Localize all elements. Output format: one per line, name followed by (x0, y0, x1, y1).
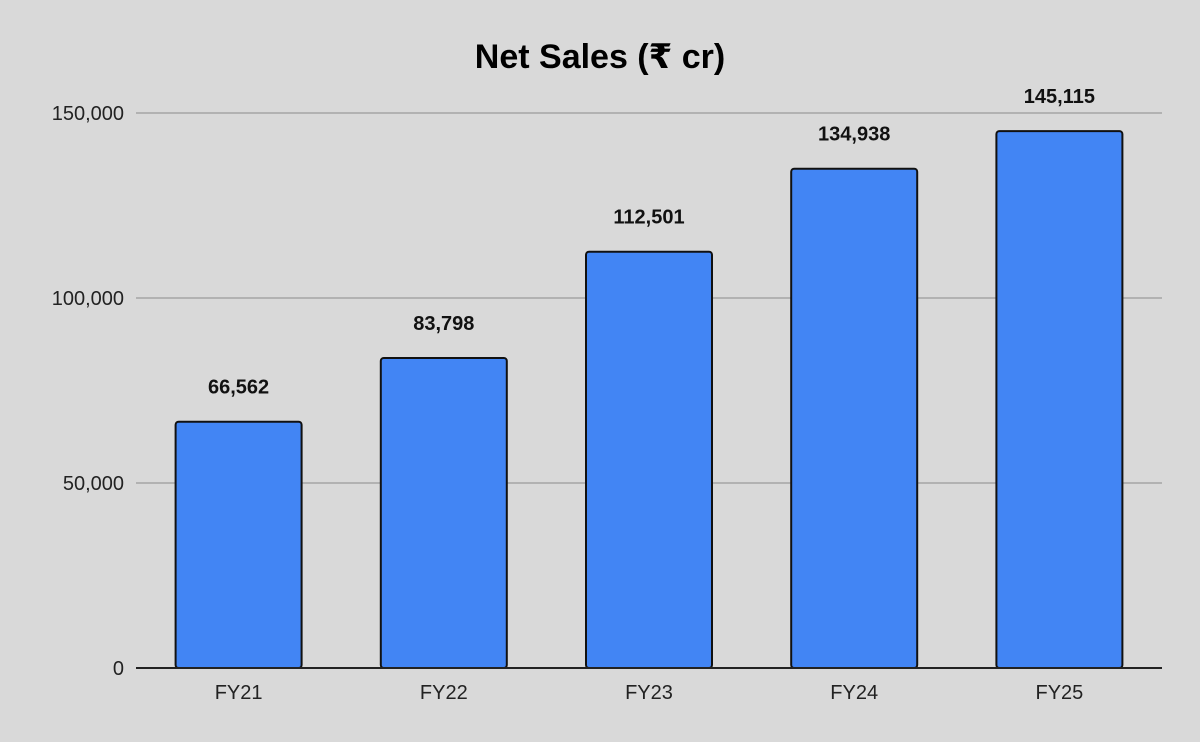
data-label-fy25: 145,115 (1024, 86, 1095, 108)
bar-fy25 (995, 130, 1124, 669)
x-tick-label: FY21 (215, 682, 263, 704)
data-label-fy21: 66,562 (208, 377, 269, 399)
x-tick-label: FY23 (625, 682, 673, 704)
bar-fy21 (174, 420, 303, 670)
y-tick-label: 100,000 (52, 288, 124, 310)
x-tick-label: FY22 (420, 682, 468, 704)
bar-fy24 (790, 167, 919, 669)
data-labels: 66,562 83,798 112,501 134,938 145,115 (208, 86, 1095, 399)
bar-fy22 (379, 356, 508, 669)
x-axis-ticks: FY21 FY22 FY23 FY24 FY25 (215, 682, 1084, 704)
x-tick-label: FY24 (830, 682, 878, 704)
y-tick-label: 150,000 (52, 103, 124, 125)
y-tick-label: 0 (113, 658, 124, 680)
data-label-fy24: 134,938 (818, 124, 890, 146)
y-axis-ticks: 0 50,000 100,000 150,000 (52, 103, 124, 680)
x-tick-label: FY25 (1035, 682, 1083, 704)
chart-title: Net Sales (₹ cr) (475, 38, 725, 76)
bars (174, 130, 1124, 670)
data-label-fy22: 83,798 (413, 313, 474, 335)
bar-fy23 (585, 250, 713, 669)
y-tick-label: 50,000 (63, 473, 124, 495)
data-label-fy23: 112,501 (613, 207, 684, 229)
